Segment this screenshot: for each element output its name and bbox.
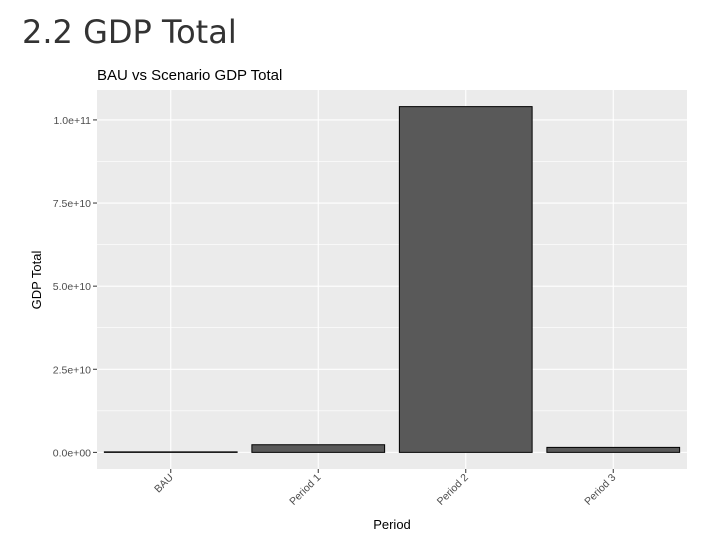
bar: [398, 106, 533, 453]
x-axis: BAU Period 1 Period 2 Period 3: [152, 469, 618, 508]
x-tick-label: Period 1: [287, 472, 323, 508]
x-tick-label: Period 2: [435, 472, 471, 508]
x-tick-label: BAU: [152, 472, 176, 496]
x-axis-label: Period: [373, 517, 411, 532]
bar: [103, 451, 238, 453]
y-tick-label: 2.5e+10: [53, 364, 91, 376]
plot-panel: [97, 90, 687, 469]
minor-gridlines: [97, 161, 687, 412]
bars: [103, 106, 681, 453]
y-axis-label: GDP Total: [29, 251, 44, 310]
major-gridlines: [97, 90, 687, 469]
y-tick-label: 7.5e+10: [53, 198, 91, 210]
bar: [546, 446, 681, 453]
y-axis: 0.0e+00 2.5e+10 5.0e+10 7.5e+10 1.0e+11: [53, 115, 97, 459]
y-tick-label: 5.0e+10: [53, 281, 91, 293]
y-tick-label: 1.0e+11: [54, 115, 92, 127]
bar: [251, 444, 386, 453]
y-tick-label: 0.0e+00: [53, 447, 91, 459]
chart-title: BAU vs Scenario GDP Total: [97, 67, 282, 84]
x-tick-label: Period 3: [582, 472, 618, 508]
section-heading: 2.2 GDP Total: [22, 13, 237, 51]
